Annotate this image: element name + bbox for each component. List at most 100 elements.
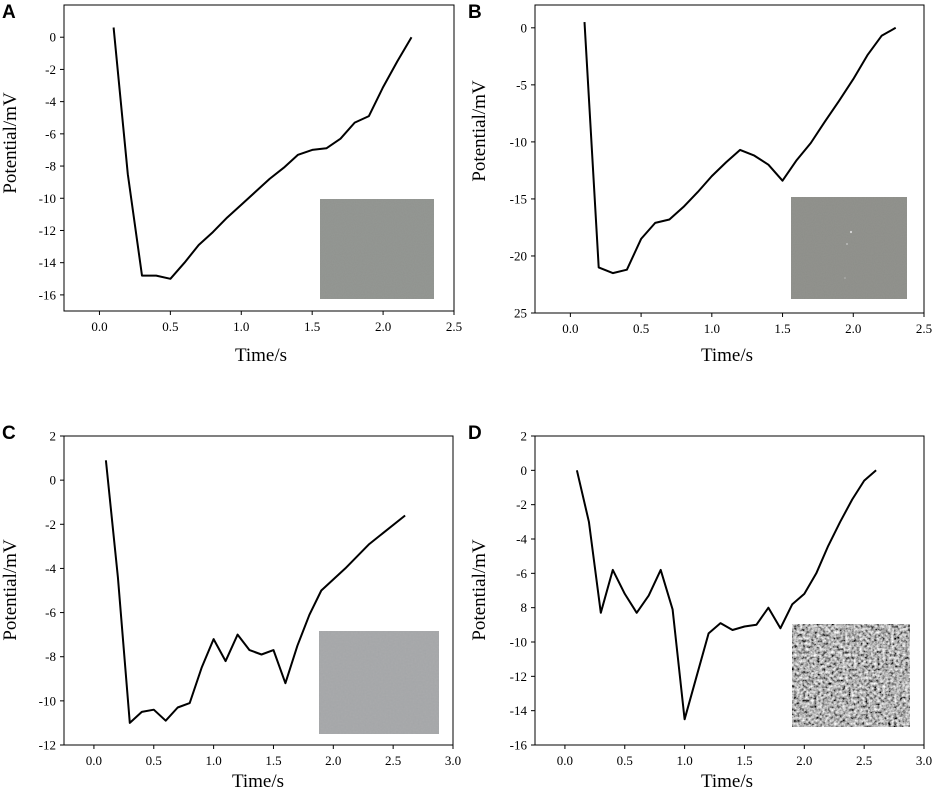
panel-label-d: D [468,423,482,444]
y-ticks-d: 2 0 -2 -4 -6 8 -10 -12 -14 -16 [510,429,535,753]
x-tick-label-a: 2.5 [446,319,462,334]
x-tick-label-d: 0.5 [617,753,633,768]
y-tick-label-d: -14 [510,703,528,718]
x-tick-label-d: 1.0 [676,753,692,768]
panel-label-b: B [468,2,482,23]
x-tick-label-b: 2.0 [845,321,861,336]
x-tick-label-d: 0.0 [557,753,573,768]
x-tick-label-a: 1.0 [233,319,249,334]
y-ticks-a: 0 -2 -4 -6 -8 -10 -12 -14 -16 [39,30,64,302]
inset-d [792,624,910,727]
x-tick-label-a: 2.0 [375,319,391,334]
inset-b [791,197,907,299]
y-ticks-b: 0 -5 -10 -15 -20 25 [510,20,535,321]
y-tick-label-c: -8 [45,649,56,664]
y-tick-label-c: -12 [39,738,56,753]
plot-frame-d [534,435,925,746]
y-tick-label-b: -20 [510,248,527,263]
x-tick-label-b: 1.0 [704,321,720,336]
x-tick-label-d: 1.5 [736,753,752,768]
panel-label-c: C [2,423,16,444]
y-tick-label-a: -4 [45,94,56,109]
panel-c: C 2 0 -2 -4 -6 -8 -10 -12 0.0 0.5 1.0 1.5 2.0 2.5 3.0… [0,423,461,791]
inset-texture-b [791,197,907,299]
x-tick-label-a: 1.5 [304,319,320,334]
y-tick-label-b: -15 [510,191,527,206]
y-ticks-c: 2 0 -2 -4 -6 -8 -10 -12 [39,429,64,753]
x-axis-title-c: Time/s [232,771,284,791]
y-axis-title-a: Potential/mV [0,92,21,194]
x-tick-label-c: 0.5 [146,753,162,768]
series-line-d [575,469,877,721]
panel-a: A 0 -2 -4 -6 -8 -10 -12 -14 -16 0.0 0.5 1.0 1.5 2.0 2… [0,2,462,366]
y-axis-title-c: Potential/mV [0,539,21,641]
y-tick-label-c: -2 [45,517,56,532]
x-axis-title-a: Time/s [235,345,287,366]
y-tick-label-d: 2 [521,429,528,444]
x-tick-label-a: 0.5 [162,319,178,334]
plot-frame-b [534,4,925,314]
x-ticks-b: 0.0 0.5 1.0 1.5 2.0 2.5 [562,313,932,336]
x-tick-label-c: 3.0 [445,753,461,768]
y-tick-label-c: 2 [50,429,57,444]
inset-texture-c [319,631,439,734]
x-tick-label-a: 0.0 [91,319,107,334]
y-tick-label-c: -10 [39,693,56,708]
y-tick-label-d: -12 [510,669,527,684]
y-tick-label-d: -16 [510,738,528,753]
x-tick-label-c: 1.5 [265,753,281,768]
x-axis-title-b: Time/s [701,345,753,366]
plot-frame-a [63,4,455,312]
inset-texture-a [320,199,434,299]
panel-label-a: A [2,2,16,23]
y-tick-label-d: -10 [510,635,527,650]
y-tick-label-c: -6 [45,605,56,620]
x-tick-label-c: 0.0 [86,753,102,768]
inset-a [320,199,434,299]
y-tick-label-a: -10 [39,191,56,206]
y-tick-label-a: -16 [39,287,57,302]
inset-c [319,631,439,734]
plot-frame-c [63,435,454,746]
y-tick-label-d: -4 [516,532,527,547]
x-tick-label-b: 1.5 [774,321,790,336]
panel-b: B 0 -5 -10 -15 -20 25 0.0 0.5 1.0 1.5 2.0 2.5 Pote… [468,2,932,366]
x-tick-label-c: 1.0 [205,753,221,768]
y-axis-title-b: Potential/mV [469,80,490,182]
x-tick-label-d: 2.0 [796,753,812,768]
x-tick-label-b: 0.0 [562,321,578,336]
x-tick-label-c: 2.0 [325,753,341,768]
y-tick-label-b: 0 [521,20,528,35]
inset-speck-b1 [849,230,853,234]
panel-d: D 2 0 -2 -4 -6 8 -10 -12 -14 -16 0.0 0.5 1.0 1.5 2.0 2… [468,423,932,791]
x-tick-label-d: 3.0 [916,753,932,768]
x-ticks-c: 0.0 0.5 1.0 1.5 2.0 2.5 3.0 [86,745,461,768]
x-axis-title-d: Time/s [701,771,753,791]
x-ticks-a: 0.0 0.5 1.0 1.5 2.0 2.5 [91,311,462,334]
x-tick-label-c: 2.5 [385,753,401,768]
inset-speck-b3 [844,277,846,279]
y-tick-label-a: -8 [45,159,56,174]
y-tick-label-d: -6 [516,566,527,581]
x-tick-label-b: 2.5 [916,321,932,336]
y-tick-label-d: 0 [521,463,528,478]
y-tick-label-b: 25 [514,306,527,321]
inset-speck-b2 [846,243,848,245]
y-tick-label-b: -10 [510,134,527,149]
y-tick-label-a: 0 [50,30,57,45]
y-tick-label-d: -2 [516,497,527,512]
x-ticks-d: 0.0 0.5 1.0 1.5 2.0 2.5 3.0 [557,745,932,768]
y-tick-label-d: 8 [521,600,528,615]
x-tick-label-d: 2.5 [856,753,872,768]
series-line-b [583,22,897,275]
y-tick-label-a: -12 [39,223,56,238]
series-line-c [104,460,406,724]
y-tick-label-c: 0 [50,473,57,488]
y-tick-label-b: -5 [516,77,527,92]
y-axis-title-d: Potential/mV [469,539,490,641]
x-tick-label-b: 0.5 [633,321,649,336]
inset-texture-d [792,624,910,727]
y-tick-label-a: -2 [45,62,56,77]
series-line-a [112,27,413,280]
